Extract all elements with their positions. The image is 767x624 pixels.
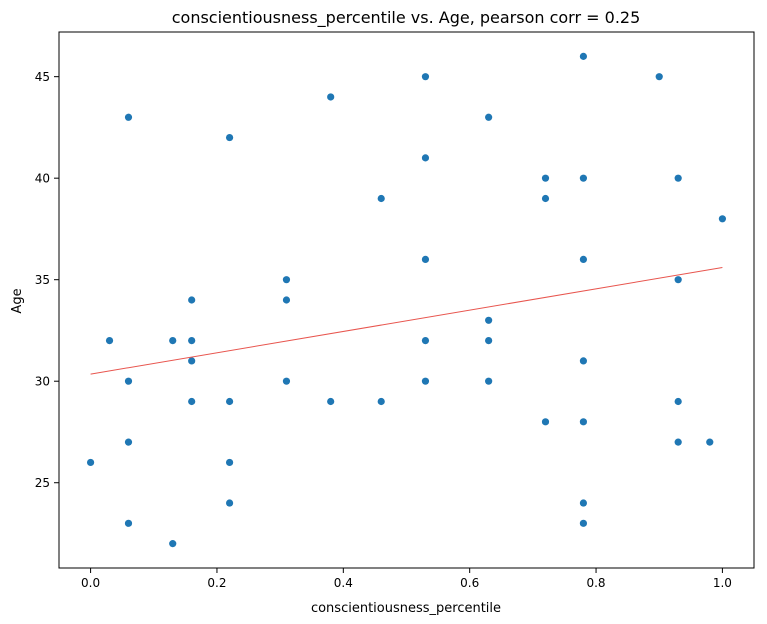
data-point xyxy=(579,174,588,182)
data-point xyxy=(485,377,493,385)
data-point xyxy=(674,174,682,182)
y-tick-label: 25 xyxy=(35,476,50,490)
data-point xyxy=(124,377,133,385)
plot-area: 0.0 0.2 0.4 0.6 0.8 1.0 25 30 35 40 45 xyxy=(35,31,755,590)
y-tick-label: 40 xyxy=(35,172,50,186)
data-point xyxy=(421,377,430,385)
data-point xyxy=(327,93,335,101)
data-point xyxy=(377,194,385,203)
trend-line xyxy=(90,267,723,375)
data-point xyxy=(327,397,335,406)
x-tick-label: 0.4 xyxy=(334,576,353,590)
plot-frame xyxy=(58,31,755,569)
data-point xyxy=(124,113,133,121)
data-point xyxy=(579,52,588,60)
x-tick-label: 0.0 xyxy=(81,576,100,590)
data-point xyxy=(169,540,177,548)
data-point xyxy=(169,337,177,345)
data-point xyxy=(188,357,196,365)
data-point xyxy=(225,499,234,507)
data-point xyxy=(485,316,493,324)
data-point xyxy=(225,458,234,467)
data-point xyxy=(674,438,682,446)
y-axis-label: Age xyxy=(10,288,25,313)
data-point xyxy=(579,519,588,527)
data-points xyxy=(86,52,727,548)
y-axis: 25 30 35 40 45 xyxy=(35,70,59,490)
data-point xyxy=(188,337,196,345)
data-point xyxy=(421,73,430,81)
data-point xyxy=(718,215,727,223)
y-tick-label: 45 xyxy=(35,70,50,84)
chart-title: conscientiousness_percentile vs. Age, pe… xyxy=(172,8,641,28)
data-point xyxy=(377,397,385,406)
data-point xyxy=(541,418,550,426)
data-point xyxy=(579,418,588,426)
data-point xyxy=(124,519,133,527)
y-tick-label: 35 xyxy=(35,273,50,287)
data-point xyxy=(188,296,196,304)
data-point xyxy=(188,397,196,406)
data-point xyxy=(541,174,550,182)
data-point xyxy=(86,458,95,467)
data-point xyxy=(282,276,291,284)
data-point xyxy=(485,113,493,121)
data-point xyxy=(124,438,133,446)
x-tick-label: 1.0 xyxy=(713,576,732,590)
data-point xyxy=(421,154,430,162)
data-point xyxy=(579,499,588,507)
data-point xyxy=(485,337,493,345)
x-axis-label: conscientiousness_percentile xyxy=(311,601,501,616)
data-point xyxy=(655,73,663,81)
data-point xyxy=(674,397,682,406)
x-tick-label: 0.6 xyxy=(460,576,479,590)
data-point xyxy=(282,377,291,385)
x-axis: 0.0 0.2 0.4 0.6 0.8 1.0 xyxy=(81,568,732,590)
data-point xyxy=(706,438,714,446)
data-point xyxy=(105,337,114,345)
data-point xyxy=(421,337,430,345)
data-point xyxy=(674,276,682,284)
data-point xyxy=(579,357,588,365)
data-point xyxy=(579,255,588,263)
x-tick-label: 0.8 xyxy=(586,576,605,590)
data-point xyxy=(541,194,550,203)
data-point xyxy=(225,397,234,406)
y-tick-label: 30 xyxy=(35,375,50,389)
data-point xyxy=(421,255,430,263)
data-point xyxy=(225,133,234,142)
data-point xyxy=(282,296,291,304)
x-tick-label: 0.2 xyxy=(207,576,226,590)
